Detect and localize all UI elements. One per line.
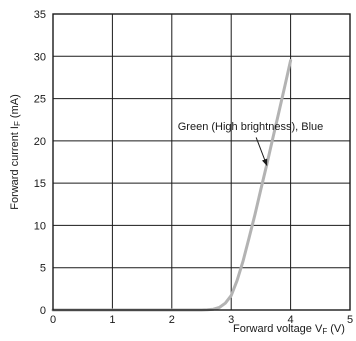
y-tick-label-3: 15: [34, 178, 46, 190]
x-tick-label-3: 3: [228, 314, 234, 326]
x-tick-label-4: 4: [288, 314, 294, 326]
x-tick-label-2: 2: [169, 314, 175, 326]
x-tick-label-0: 0: [50, 314, 56, 326]
x-axis-title: Forward voltage VF (V): [233, 323, 345, 336]
x-tick-labels: 0 1 2 3 4 5: [50, 314, 353, 326]
grid-lines: [52, 13, 351, 311]
y-tick-label-7: 35: [34, 9, 46, 21]
y-tick-label-2: 10: [34, 220, 46, 232]
y-tick-label-4: 20: [34, 136, 46, 148]
x-axis-title-main: Forward voltage V: [233, 323, 323, 335]
y-tick-label-6: 30: [34, 51, 46, 63]
y-axis-title-sub: F: [13, 121, 22, 126]
y-axis-title: Forward current IF (mA): [9, 94, 22, 210]
x-tick-label-5: 5: [347, 314, 353, 326]
annotation-arrow: [255, 137, 268, 167]
y-tick-label-5: 25: [34, 94, 46, 106]
y-tick-label-1: 5: [40, 263, 46, 275]
x-axis-title-sub: F: [322, 327, 327, 336]
plot-frame: [52, 13, 351, 311]
x-axis-title-unit: (V): [327, 323, 345, 335]
y-axis-title-main: Forward current I: [9, 126, 21, 210]
y-tick-label-0: 0: [40, 305, 46, 317]
y-axis-title-unit: (mA): [9, 94, 21, 121]
annotation-label: Green (High brightness), Blue: [178, 121, 324, 133]
x-tick-label-1: 1: [109, 314, 115, 326]
y-tick-labels: 0 5 10 15 20 25 30 35: [34, 9, 46, 317]
